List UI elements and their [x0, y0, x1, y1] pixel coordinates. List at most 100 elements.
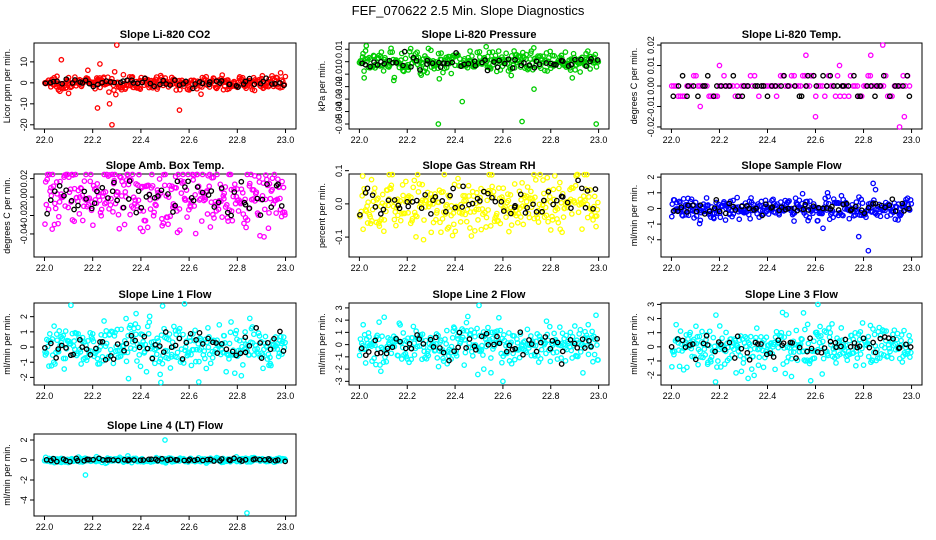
x-tick-label: 22.2	[84, 522, 102, 532]
data-point-black	[114, 341, 121, 347]
data-point	[786, 198, 792, 204]
data-point-black	[389, 344, 396, 351]
data-point	[773, 93, 780, 100]
data-point	[568, 347, 575, 354]
data-point	[546, 323, 553, 330]
x-tick-label: 22.6	[180, 135, 198, 145]
y-axis-label: ml/min per min.	[629, 313, 639, 375]
data-point	[408, 356, 415, 363]
data-point	[102, 189, 109, 195]
x-tick-label: 22.6	[180, 263, 198, 273]
data-point-black	[778, 83, 785, 89]
data-point	[547, 48, 554, 55]
data-point	[253, 189, 260, 196]
data-point	[414, 49, 420, 56]
data-point	[363, 42, 370, 49]
y-tick-label: -3	[334, 377, 344, 385]
data-point-black	[718, 341, 724, 348]
outlier-point	[488, 369, 494, 376]
data-point	[506, 330, 512, 336]
data-point	[719, 335, 725, 342]
y-axis-label: percent per min.	[317, 183, 327, 248]
y-tick-label: 0.00	[19, 188, 29, 206]
data-point	[267, 354, 273, 361]
data-point-black	[81, 188, 88, 195]
data-point-black	[372, 337, 379, 344]
data-point	[575, 209, 582, 216]
data-point	[395, 352, 402, 359]
y-axis-label: ml/min per min.	[317, 313, 327, 375]
data-point	[132, 197, 139, 203]
x-tick-label: 22.2	[84, 263, 102, 273]
data-point-black	[264, 339, 271, 346]
data-point-black	[196, 329, 203, 336]
data-point-black	[70, 351, 77, 358]
data-point	[898, 337, 904, 344]
data-point	[379, 333, 385, 340]
data-point-black	[870, 201, 876, 207]
data-point	[777, 199, 784, 205]
data-point-black	[780, 340, 787, 347]
data-point	[449, 334, 456, 341]
x-tick-label: 22.4	[759, 135, 777, 145]
data-point	[737, 352, 744, 359]
data-point	[699, 328, 705, 335]
panel-title: Slope Li-820 CO2	[120, 29, 210, 41]
y-tick-label: -0.02	[646, 117, 656, 138]
data-point	[518, 59, 525, 66]
data-point-black	[281, 82, 287, 89]
data-point	[219, 72, 226, 78]
data-point	[814, 346, 821, 353]
data-point	[506, 228, 512, 235]
data-point-black	[141, 333, 148, 340]
data-point	[407, 45, 414, 52]
data-point	[673, 321, 679, 328]
data-point	[434, 65, 441, 72]
data-point	[239, 74, 246, 81]
data-point-black	[156, 343, 163, 349]
outlier-point	[803, 52, 809, 59]
y-tick-label: -2	[646, 236, 656, 244]
data-point-black	[498, 198, 505, 205]
data-point	[144, 224, 151, 231]
data-point	[360, 321, 367, 328]
data-point-black	[583, 63, 590, 69]
data-point-black	[199, 189, 206, 196]
data-point	[590, 358, 596, 365]
data-point-black	[697, 202, 704, 209]
data-point-black	[136, 344, 143, 351]
x-tick-label: 22.2	[711, 135, 729, 145]
data-point-black	[174, 457, 181, 463]
data-point-black	[432, 334, 439, 341]
data-point	[111, 333, 118, 339]
data-point-black	[906, 205, 912, 212]
y-axis-label: kPa per min.	[317, 61, 327, 112]
data-point	[139, 228, 146, 235]
data-point-black	[753, 205, 759, 212]
data-point-black	[540, 197, 547, 204]
outlier-point	[807, 377, 814, 384]
data-point-black	[903, 341, 909, 348]
data-point	[528, 188, 534, 195]
data-point	[572, 67, 579, 73]
data-point	[239, 189, 246, 196]
data-point-black	[194, 456, 201, 463]
data-point	[587, 187, 594, 193]
plot-frame	[33, 433, 297, 517]
data-point	[593, 312, 599, 319]
data-point	[574, 353, 581, 360]
data-point	[817, 323, 823, 330]
data-point	[852, 83, 858, 89]
data-point	[54, 337, 61, 344]
data-point	[156, 176, 163, 182]
data-point	[518, 196, 524, 203]
data-point	[483, 224, 489, 230]
data-point	[428, 47, 434, 54]
data-point	[547, 227, 554, 233]
data-point-black	[752, 83, 758, 89]
data-point	[777, 72, 784, 79]
data-point	[773, 328, 780, 335]
data-point-black	[872, 349, 879, 356]
data-point	[188, 351, 194, 358]
data-point-black	[796, 344, 803, 351]
